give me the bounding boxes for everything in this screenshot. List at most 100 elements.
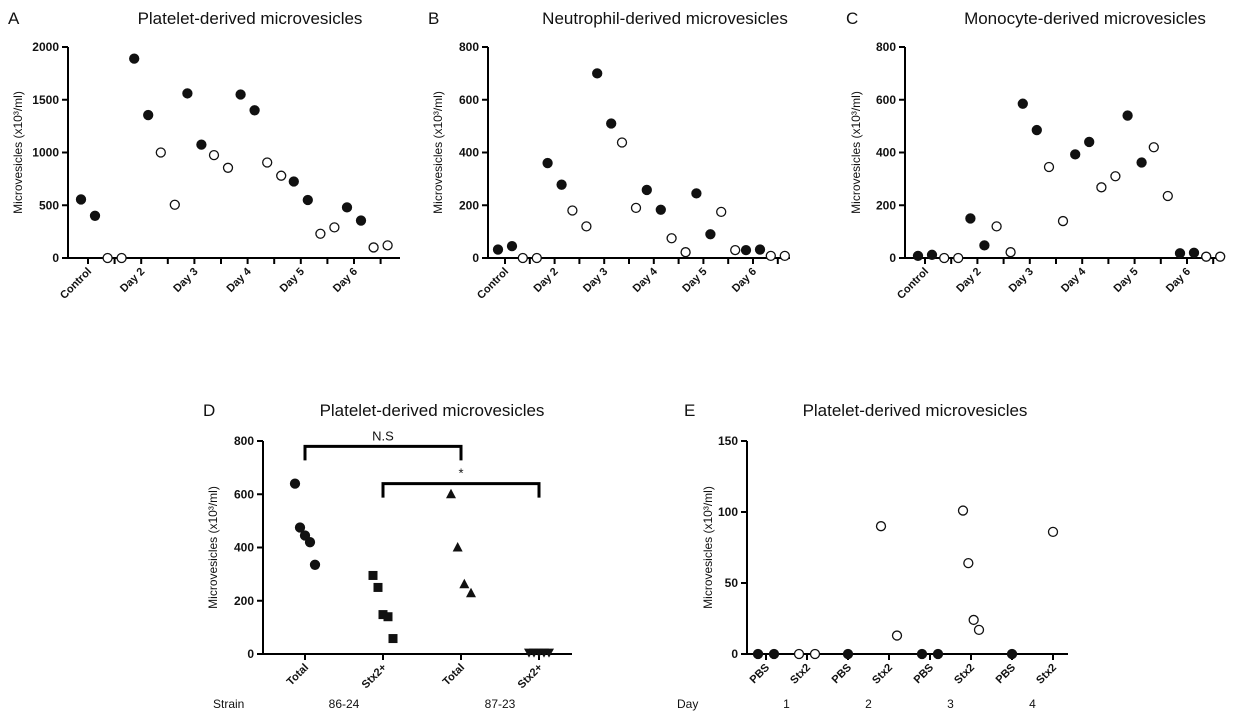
y-tick-label: 0: [472, 251, 479, 265]
y-tick-label: 800: [234, 434, 254, 448]
data-point: [373, 582, 383, 592]
data-point: [368, 242, 379, 253]
data-point: [842, 648, 854, 660]
y-axis-label: Microvesicles (x10³/ml): [431, 91, 445, 214]
y-tick-label: 400: [459, 146, 479, 160]
data-point: [939, 252, 950, 264]
data-point: [299, 530, 311, 541]
data-point: [926, 249, 938, 260]
data-point: [1110, 171, 1121, 182]
data-point: [691, 188, 702, 199]
y-tick-label: 200: [459, 198, 479, 212]
data-point: [208, 149, 220, 161]
y-tick-label: 600: [234, 487, 254, 501]
group-label: 1: [783, 697, 790, 711]
data-point: [1174, 248, 1186, 259]
x-tick-label: Day 5: [680, 266, 709, 295]
group-label: 4: [1029, 697, 1036, 711]
data-point: [542, 157, 553, 169]
significance-bracket: [381, 482, 541, 498]
data-point: [129, 53, 140, 64]
y-tick-label: 0: [52, 251, 59, 265]
significance-bracket: [303, 444, 463, 461]
data-point: [779, 250, 790, 262]
data-point: [452, 542, 463, 552]
y-tick-label: 400: [234, 541, 254, 555]
y-tick-label: 150: [718, 434, 738, 448]
data-point: [143, 109, 154, 121]
data-point: [466, 587, 476, 598]
data-point: [517, 252, 528, 264]
data-point: [1006, 648, 1018, 660]
data-point: [965, 213, 976, 224]
data-point: [768, 648, 780, 660]
panel-letter: B: [428, 9, 439, 28]
data-point: [1215, 251, 1226, 262]
row-label: Strain: [213, 697, 244, 711]
data-point: [75, 194, 87, 205]
y-tick-label: 200: [234, 594, 254, 608]
panel-letter: C: [846, 9, 858, 28]
data-point: [341, 202, 353, 213]
x-tick-label: Day 2: [118, 266, 147, 295]
x-tick-label: Stx2+: [360, 662, 389, 691]
x-tick-label: Control: [58, 266, 94, 302]
data-point: [302, 194, 313, 206]
data-point: [196, 139, 207, 150]
data-point: [666, 233, 677, 244]
x-tick-label: Day 4: [631, 265, 661, 295]
data-point: [1162, 190, 1173, 202]
data-point: [655, 204, 666, 215]
group-label: 3: [947, 697, 954, 711]
x-tick-label: PBS: [830, 662, 854, 686]
data-point: [968, 614, 979, 626]
data-point: [716, 206, 727, 217]
data-point: [809, 648, 821, 660]
y-tick-label: 2000: [32, 40, 59, 54]
y-tick-label: 800: [876, 40, 896, 54]
data-point: [382, 240, 393, 251]
data-point: [616, 137, 628, 148]
y-tick-label: 500: [39, 198, 59, 212]
x-tick-label: Day 5: [1111, 266, 1140, 295]
x-tick-label: Day 3: [581, 266, 610, 295]
data-point: [1017, 98, 1028, 109]
data-point: [606, 118, 617, 129]
data-point: [979, 240, 990, 251]
data-point: [556, 179, 567, 190]
data-point: [222, 162, 234, 173]
data-point: [235, 89, 246, 100]
data-point: [630, 202, 642, 214]
x-tick-label: Stx2: [1034, 662, 1059, 687]
data-point: [912, 250, 924, 262]
x-tick-label: Total: [285, 662, 311, 688]
data-point: [957, 505, 969, 516]
x-tick-label: Stx2+: [516, 662, 545, 691]
data-point: [1096, 182, 1107, 193]
data-point: [388, 634, 398, 644]
data-point: [383, 612, 393, 622]
data-point: [368, 570, 378, 580]
y-tick-label: 600: [876, 93, 896, 107]
x-tick-label: Total: [441, 662, 467, 688]
x-tick-label: Stx2: [870, 662, 895, 687]
data-point: [641, 184, 652, 196]
x-tick-label: PBS: [994, 662, 1018, 686]
data-point: [289, 478, 301, 489]
data-point: [875, 521, 887, 532]
panel-letter: A: [8, 9, 20, 28]
x-tick-label: Stx2: [788, 662, 813, 687]
chart-title: Platelet-derived microvesicles: [320, 401, 545, 420]
data-point: [249, 105, 260, 116]
data-point: [288, 176, 299, 187]
data-point: [581, 221, 592, 232]
data-point: [567, 205, 578, 216]
y-axis-label: Microvesicles (x10³/ml): [701, 486, 715, 609]
significance-label: N.S: [372, 428, 394, 443]
group-label: 86-24: [329, 697, 360, 711]
data-point: [262, 157, 273, 168]
x-tick-label: Day 5: [278, 266, 307, 295]
x-tick-label: PBS: [912, 662, 936, 686]
data-point: [89, 210, 101, 221]
chart-title: Platelet-derived microvesicles: [138, 9, 363, 28]
